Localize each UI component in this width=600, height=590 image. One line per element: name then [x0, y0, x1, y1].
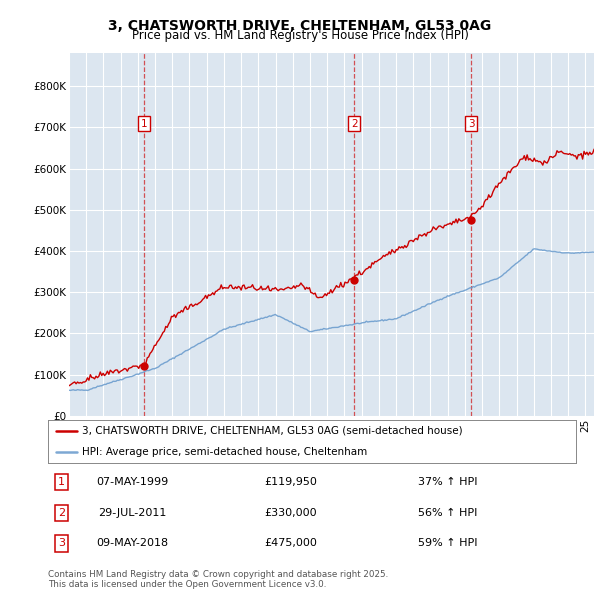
- Text: 2: 2: [351, 119, 358, 129]
- Text: 09-MAY-2018: 09-MAY-2018: [97, 539, 169, 548]
- Text: 3: 3: [58, 539, 65, 548]
- Text: 07-MAY-1999: 07-MAY-1999: [97, 477, 169, 487]
- Text: 1: 1: [141, 119, 148, 129]
- Text: HPI: Average price, semi-detached house, Cheltenham: HPI: Average price, semi-detached house,…: [82, 447, 368, 457]
- Text: £119,950: £119,950: [265, 477, 317, 487]
- Text: 3, CHATSWORTH DRIVE, CHELTENHAM, GL53 0AG (semi-detached house): 3, CHATSWORTH DRIVE, CHELTENHAM, GL53 0A…: [82, 426, 463, 436]
- Text: Price paid vs. HM Land Registry's House Price Index (HPI): Price paid vs. HM Land Registry's House …: [131, 30, 469, 42]
- Text: £475,000: £475,000: [265, 539, 317, 548]
- Text: 1: 1: [58, 477, 65, 487]
- Text: 3: 3: [468, 119, 475, 129]
- Text: 29-JUL-2011: 29-JUL-2011: [98, 508, 167, 517]
- Text: 3, CHATSWORTH DRIVE, CHELTENHAM, GL53 0AG: 3, CHATSWORTH DRIVE, CHELTENHAM, GL53 0A…: [109, 19, 491, 33]
- Text: 59% ↑ HPI: 59% ↑ HPI: [418, 539, 477, 548]
- Text: Contains HM Land Registry data © Crown copyright and database right 2025.
This d: Contains HM Land Registry data © Crown c…: [48, 570, 388, 589]
- Text: 2: 2: [58, 508, 65, 517]
- Text: 37% ↑ HPI: 37% ↑ HPI: [418, 477, 477, 487]
- Text: 56% ↑ HPI: 56% ↑ HPI: [418, 508, 477, 517]
- Text: £330,000: £330,000: [265, 508, 317, 517]
